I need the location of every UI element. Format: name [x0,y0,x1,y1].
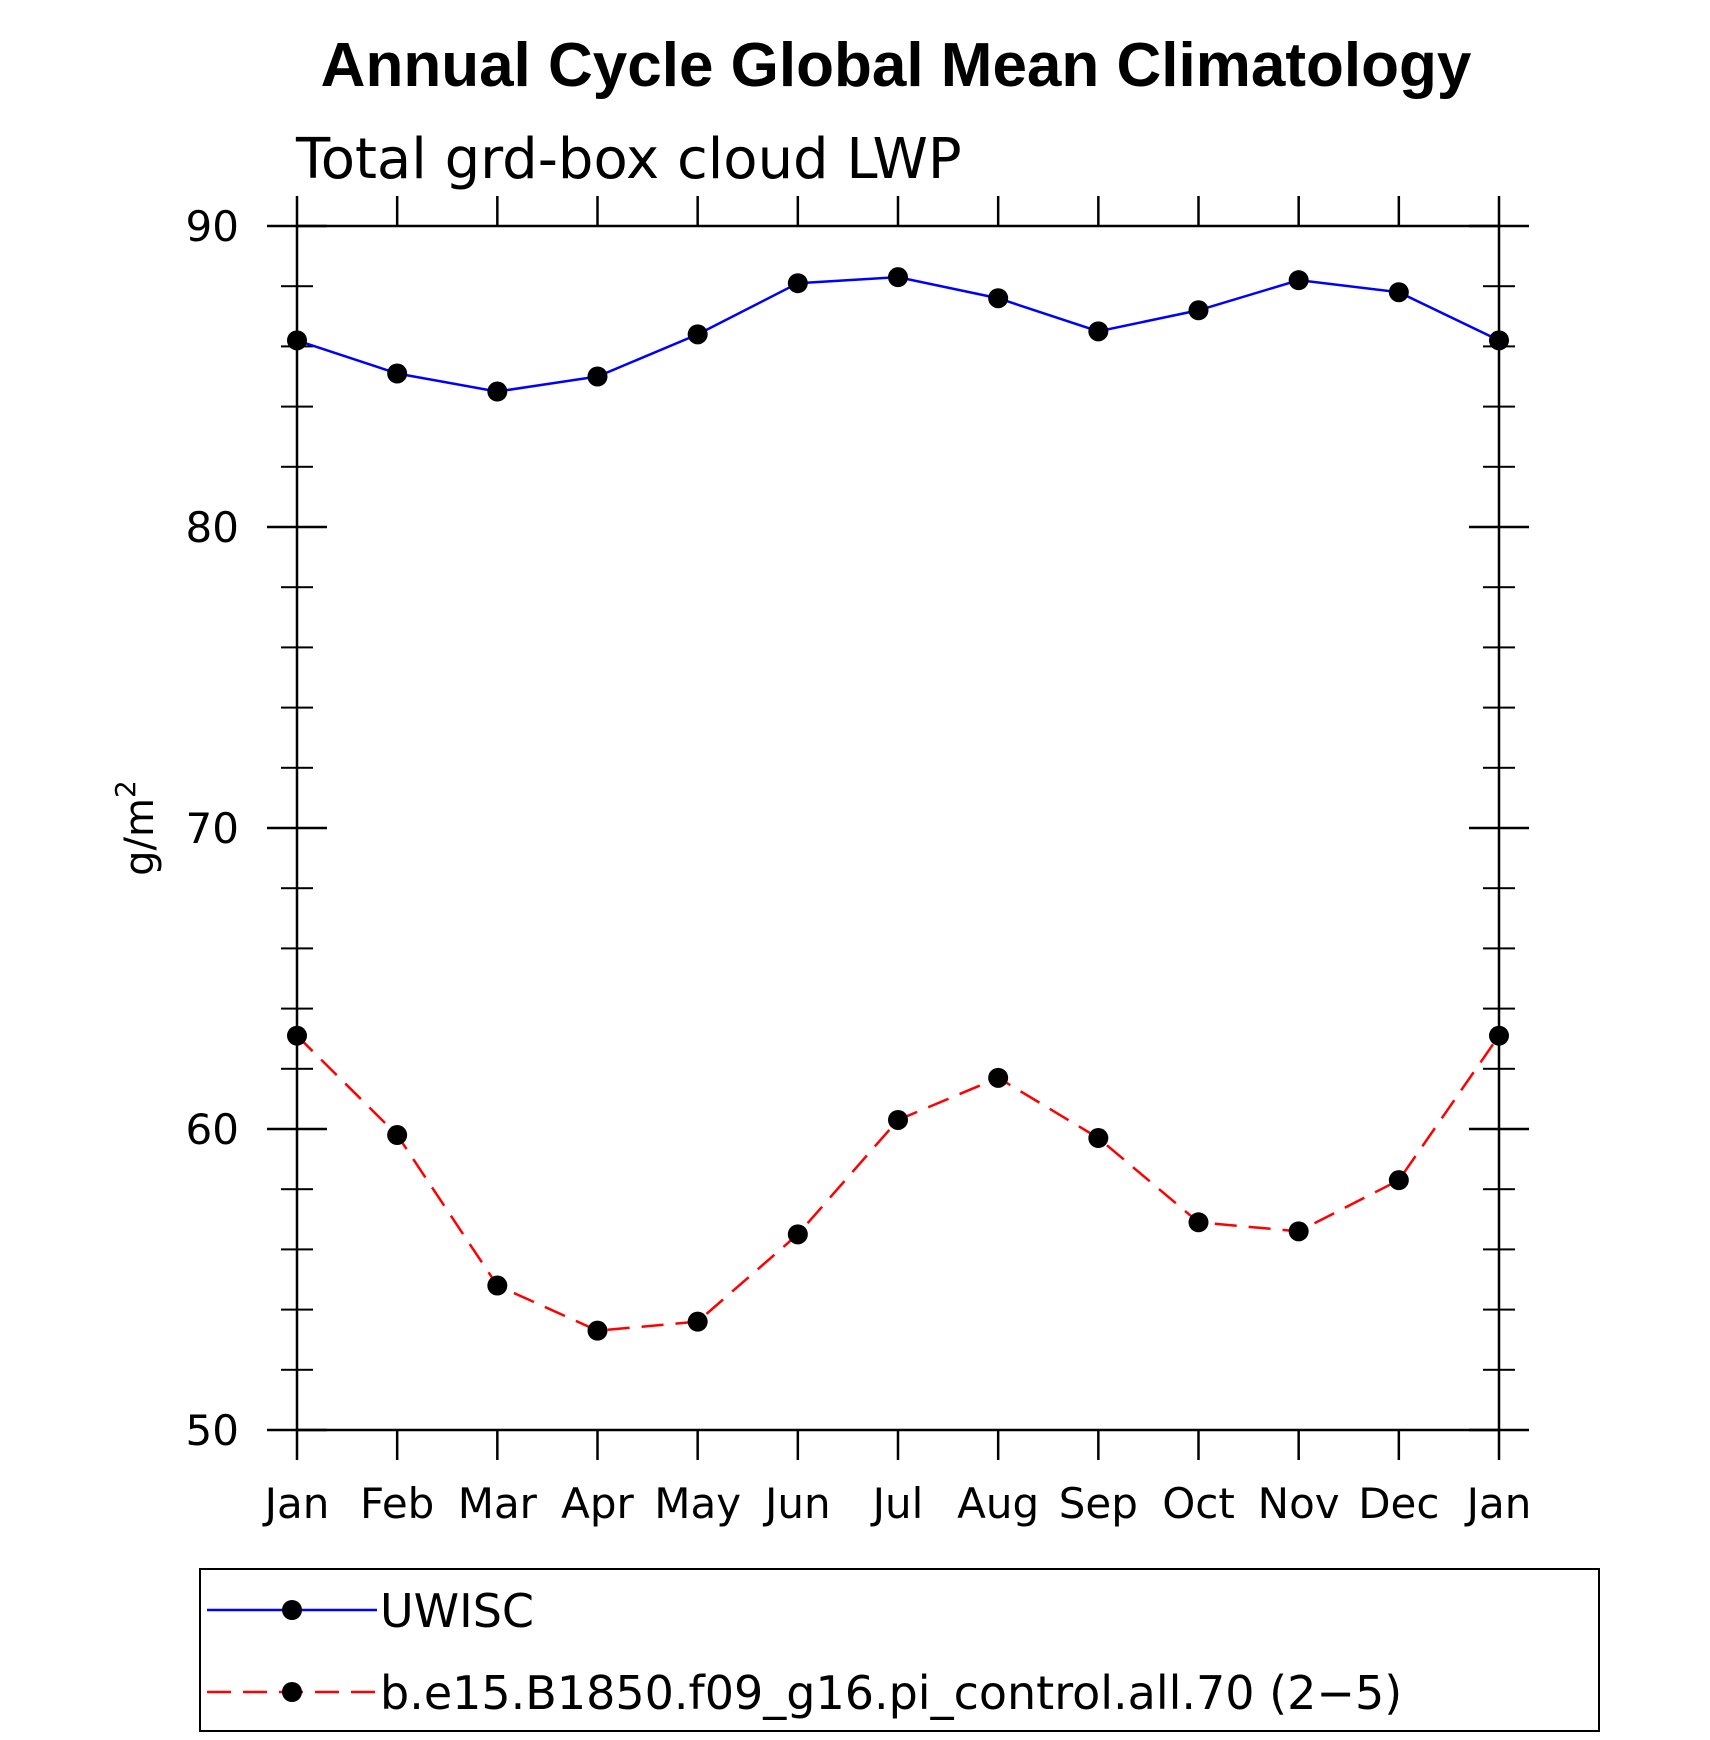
x-tick-label: Oct [1162,1479,1235,1528]
data-point-series-1 [888,1109,908,1130]
y-tick-label: 80 [186,503,239,552]
data-point-series-0 [487,381,508,402]
data-point-series-1 [587,1320,608,1341]
x-tick-label: Sep [1059,1479,1138,1528]
data-point-series-1 [487,1275,508,1296]
data-point-series-0 [1188,300,1209,321]
y-tick-label: 60 [186,1105,239,1154]
x-tick-label: Aug [957,1479,1039,1528]
svg-text:g/m2: g/m2 [109,780,163,876]
data-point-series-0 [1088,321,1109,342]
data-point-series-0 [287,330,307,351]
y-axis-label-superscript: 2 [109,780,142,798]
data-point-series-0 [387,363,408,384]
x-tick-label: Dec [1358,1479,1439,1528]
y-tick-label: 90 [186,202,239,251]
data-point-series-0 [1288,270,1309,291]
x-tick-label: Jan [262,1479,330,1528]
x-tick-label: Jul [870,1479,924,1528]
x-tick-label: Nov [1258,1479,1340,1528]
y-tick-label: 50 [186,1406,239,1455]
x-tick-label: Mar [458,1479,538,1528]
x-tick-label: Jun [762,1479,831,1528]
x-tick-label: May [654,1479,741,1528]
series-line-1 [296,1034,1501,1332]
x-tick-label: Jan [1464,1479,1532,1528]
data-point-series-0 [587,366,608,387]
legend-box [199,1568,1600,1732]
data-point-series-1 [1288,1221,1309,1242]
data-point-series-1 [1388,1170,1409,1191]
y-tick-label: 70 [186,804,239,853]
data-point-series-0 [1388,282,1409,303]
data-point-series-1 [387,1125,408,1146]
y-axis-label: g/m2 [109,780,163,876]
data-point-series-1 [787,1224,808,1245]
data-point-series-1 [287,1025,307,1046]
data-point-series-0 [687,324,708,345]
data-point-series-0 [888,267,908,288]
legend-marker-0 [282,1600,302,1620]
data-point-series-0 [988,288,1009,309]
legend-marker-1 [282,1682,302,1702]
data-point-series-1 [1088,1128,1109,1149]
y-axis-label-base: g/m [117,798,163,876]
chart-subtitle: Total grd-box cloud LWP [295,127,962,192]
axis-ticks: Jan Feb Mar Apr May Jun Jul Aug Sep Oct Nov Dec Jan 5… [186,196,1532,1528]
series-layer [287,267,1509,1341]
chart-title: Annual Cycle Global Mean Climatology [321,31,1472,100]
data-point-series-1 [687,1311,708,1332]
data-point-series-1 [1489,1025,1509,1046]
data-point-series-1 [1188,1212,1209,1233]
legend-label-1: b.e15.B1850.f09_g16.pi_control.all.70 (2… [380,1666,1402,1720]
series-line-0 [296,275,1500,393]
plot-frame [295,224,1501,1432]
data-point-series-1 [988,1067,1009,1088]
data-point-series-0 [787,273,808,294]
x-tick-label: Apr [561,1479,634,1528]
legend-label-0: UWISC [380,1584,534,1638]
x-tick-label: Feb [360,1479,434,1528]
legend: UWISC b.e15.B1850.f09_g16.pi_control.all.… [207,1584,1402,1720]
data-point-series-0 [1489,330,1509,351]
